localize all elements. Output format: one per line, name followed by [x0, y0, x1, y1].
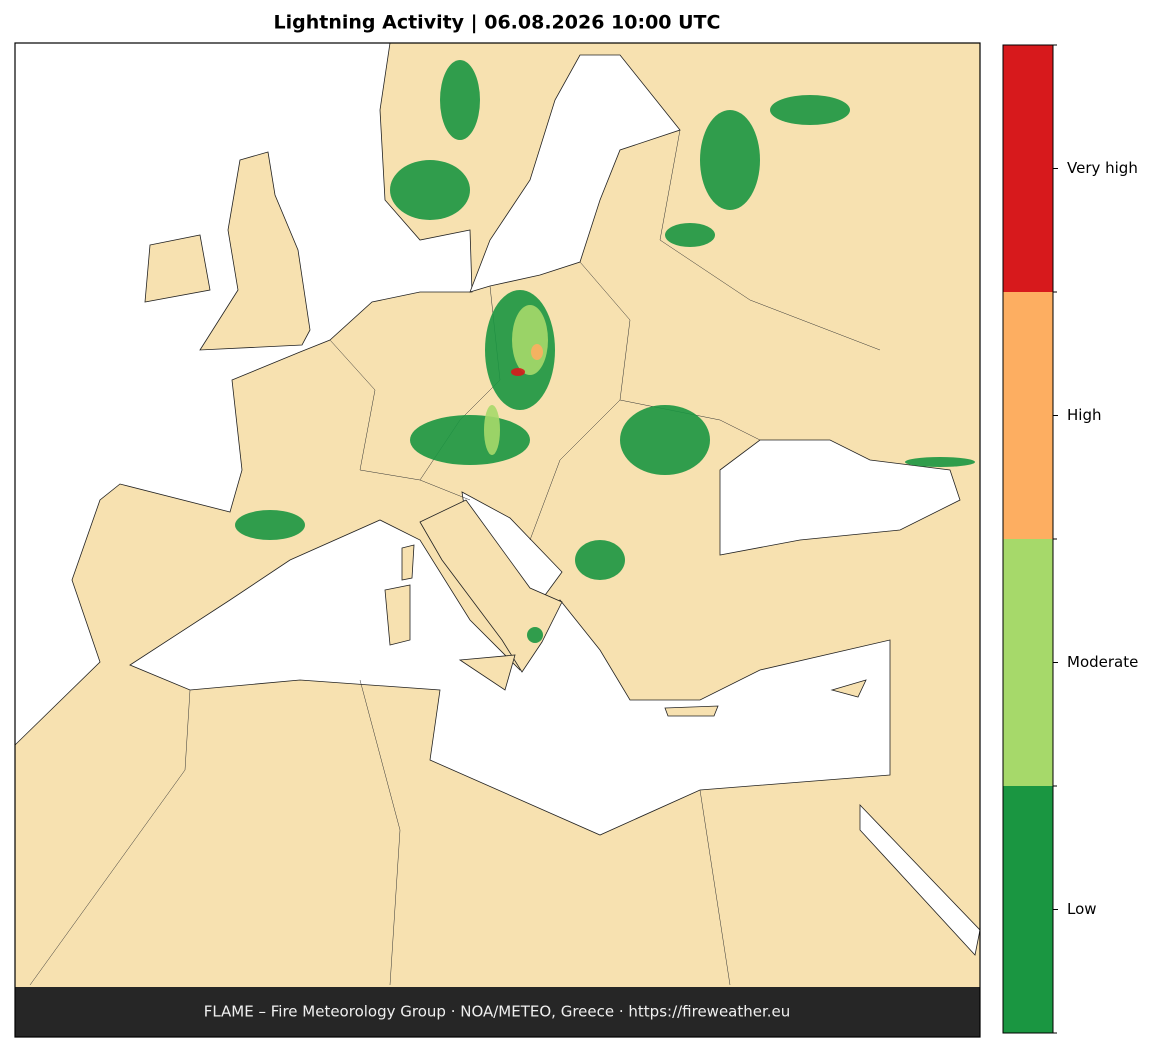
lightning-area: [484, 405, 500, 455]
lightning-area: [512, 305, 548, 375]
borders: [29, 689, 191, 986]
borders: [359, 679, 401, 986]
lightning-area: [390, 160, 470, 220]
corsica: [401, 544, 415, 581]
lightning-area: [700, 110, 760, 210]
borders: [699, 789, 731, 986]
atlantic: [15, 43, 473, 746]
borders: [659, 129, 881, 351]
colorbar-segment: [1003, 45, 1053, 292]
sardinia: [384, 584, 411, 646]
ireland: [144, 234, 211, 303]
red-sea: [859, 804, 980, 956]
black-sea: [719, 439, 961, 556]
italy: [419, 499, 563, 673]
map-frame: [14, 42, 981, 1038]
crete: [664, 705, 719, 717]
lightning-area: [531, 344, 543, 360]
lightning-area: [665, 223, 715, 247]
lightning-area: [905, 457, 975, 467]
borders: [329, 339, 471, 501]
colorbar-label: Very high: [1067, 159, 1138, 177]
colorbar: Low Moderate High Very high: [1002, 44, 1138, 1034]
colorbar-label: High: [1067, 406, 1101, 424]
lightning-area: [620, 405, 710, 475]
colorbar-label: Moderate: [1067, 653, 1138, 671]
lightning-area: [575, 540, 625, 580]
lightning-area: [770, 95, 850, 125]
footer-text: FLAME – Fire Meteorology Group · NOA/MET…: [204, 1003, 791, 1021]
sicily: [458, 654, 516, 691]
lightning-area: [410, 415, 530, 465]
lightning-areas: [235, 60, 975, 643]
lightning-area: [440, 60, 480, 140]
colorbar-segment: [1003, 786, 1053, 1033]
footer-bar: [15, 987, 980, 1037]
mediterranean: [129, 519, 891, 836]
map: FLAME – Fire Meteorology Group · NOA/MET…: [15, 43, 980, 1037]
colorbar-frame: [1002, 44, 1054, 1034]
lightning-area: [235, 510, 305, 540]
map-title: Lightning Activity | 06.08.2026 10:00 UT…: [274, 12, 721, 34]
great-britain: [199, 151, 311, 351]
lightning-area: [511, 368, 525, 376]
lightning-area: [527, 627, 543, 643]
colorbar-segment: [1003, 539, 1053, 786]
colorbar-label: Low: [1067, 900, 1097, 918]
cyprus: [830, 679, 867, 698]
colorbar-segment: [1003, 292, 1053, 539]
